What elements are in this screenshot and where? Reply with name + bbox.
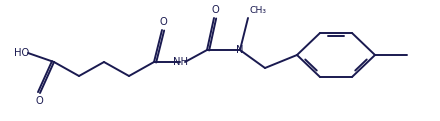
Text: CH₃: CH₃ <box>249 6 266 15</box>
Text: NH: NH <box>172 57 187 67</box>
Text: O: O <box>35 96 43 106</box>
Text: HO: HO <box>15 48 29 58</box>
Text: N: N <box>236 45 244 55</box>
Text: O: O <box>159 17 167 27</box>
Text: O: O <box>211 5 219 15</box>
